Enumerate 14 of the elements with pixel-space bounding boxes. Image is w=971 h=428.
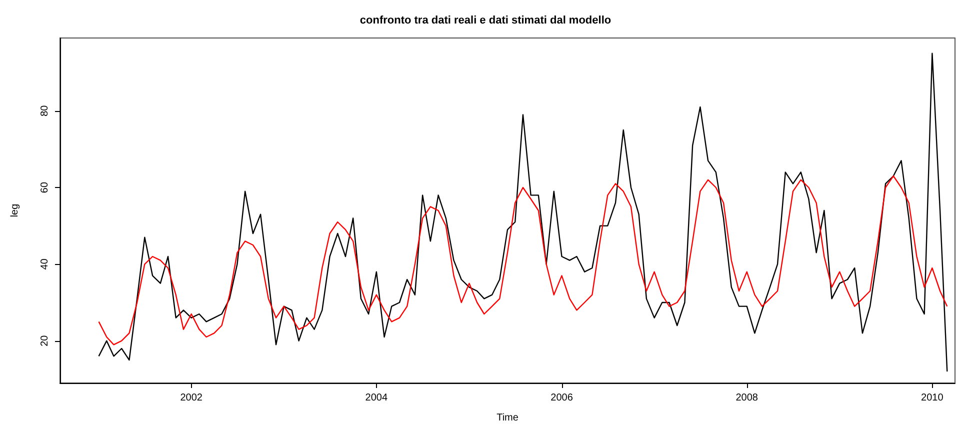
y-tick-label: 80	[40, 104, 50, 116]
y-axis-title: leg	[10, 204, 20, 218]
y-tick-label: 40	[40, 258, 50, 270]
line-series	[98, 52, 948, 372]
y-tick-label: 60	[40, 182, 50, 194]
chart-title: confronto tra dati reali e dati stimati dal modello	[360, 14, 612, 26]
x-tick-label: 2004	[365, 392, 388, 404]
y-tick-label: 20	[40, 334, 50, 346]
x-tick-label: 2008	[736, 392, 758, 404]
x-tick-label: 2002	[180, 392, 203, 404]
x-tick-label: 2006	[550, 392, 574, 404]
x-axis-title: Time	[496, 412, 519, 424]
x-tick-label: 2010	[921, 392, 944, 404]
line-series	[98, 175, 948, 346]
